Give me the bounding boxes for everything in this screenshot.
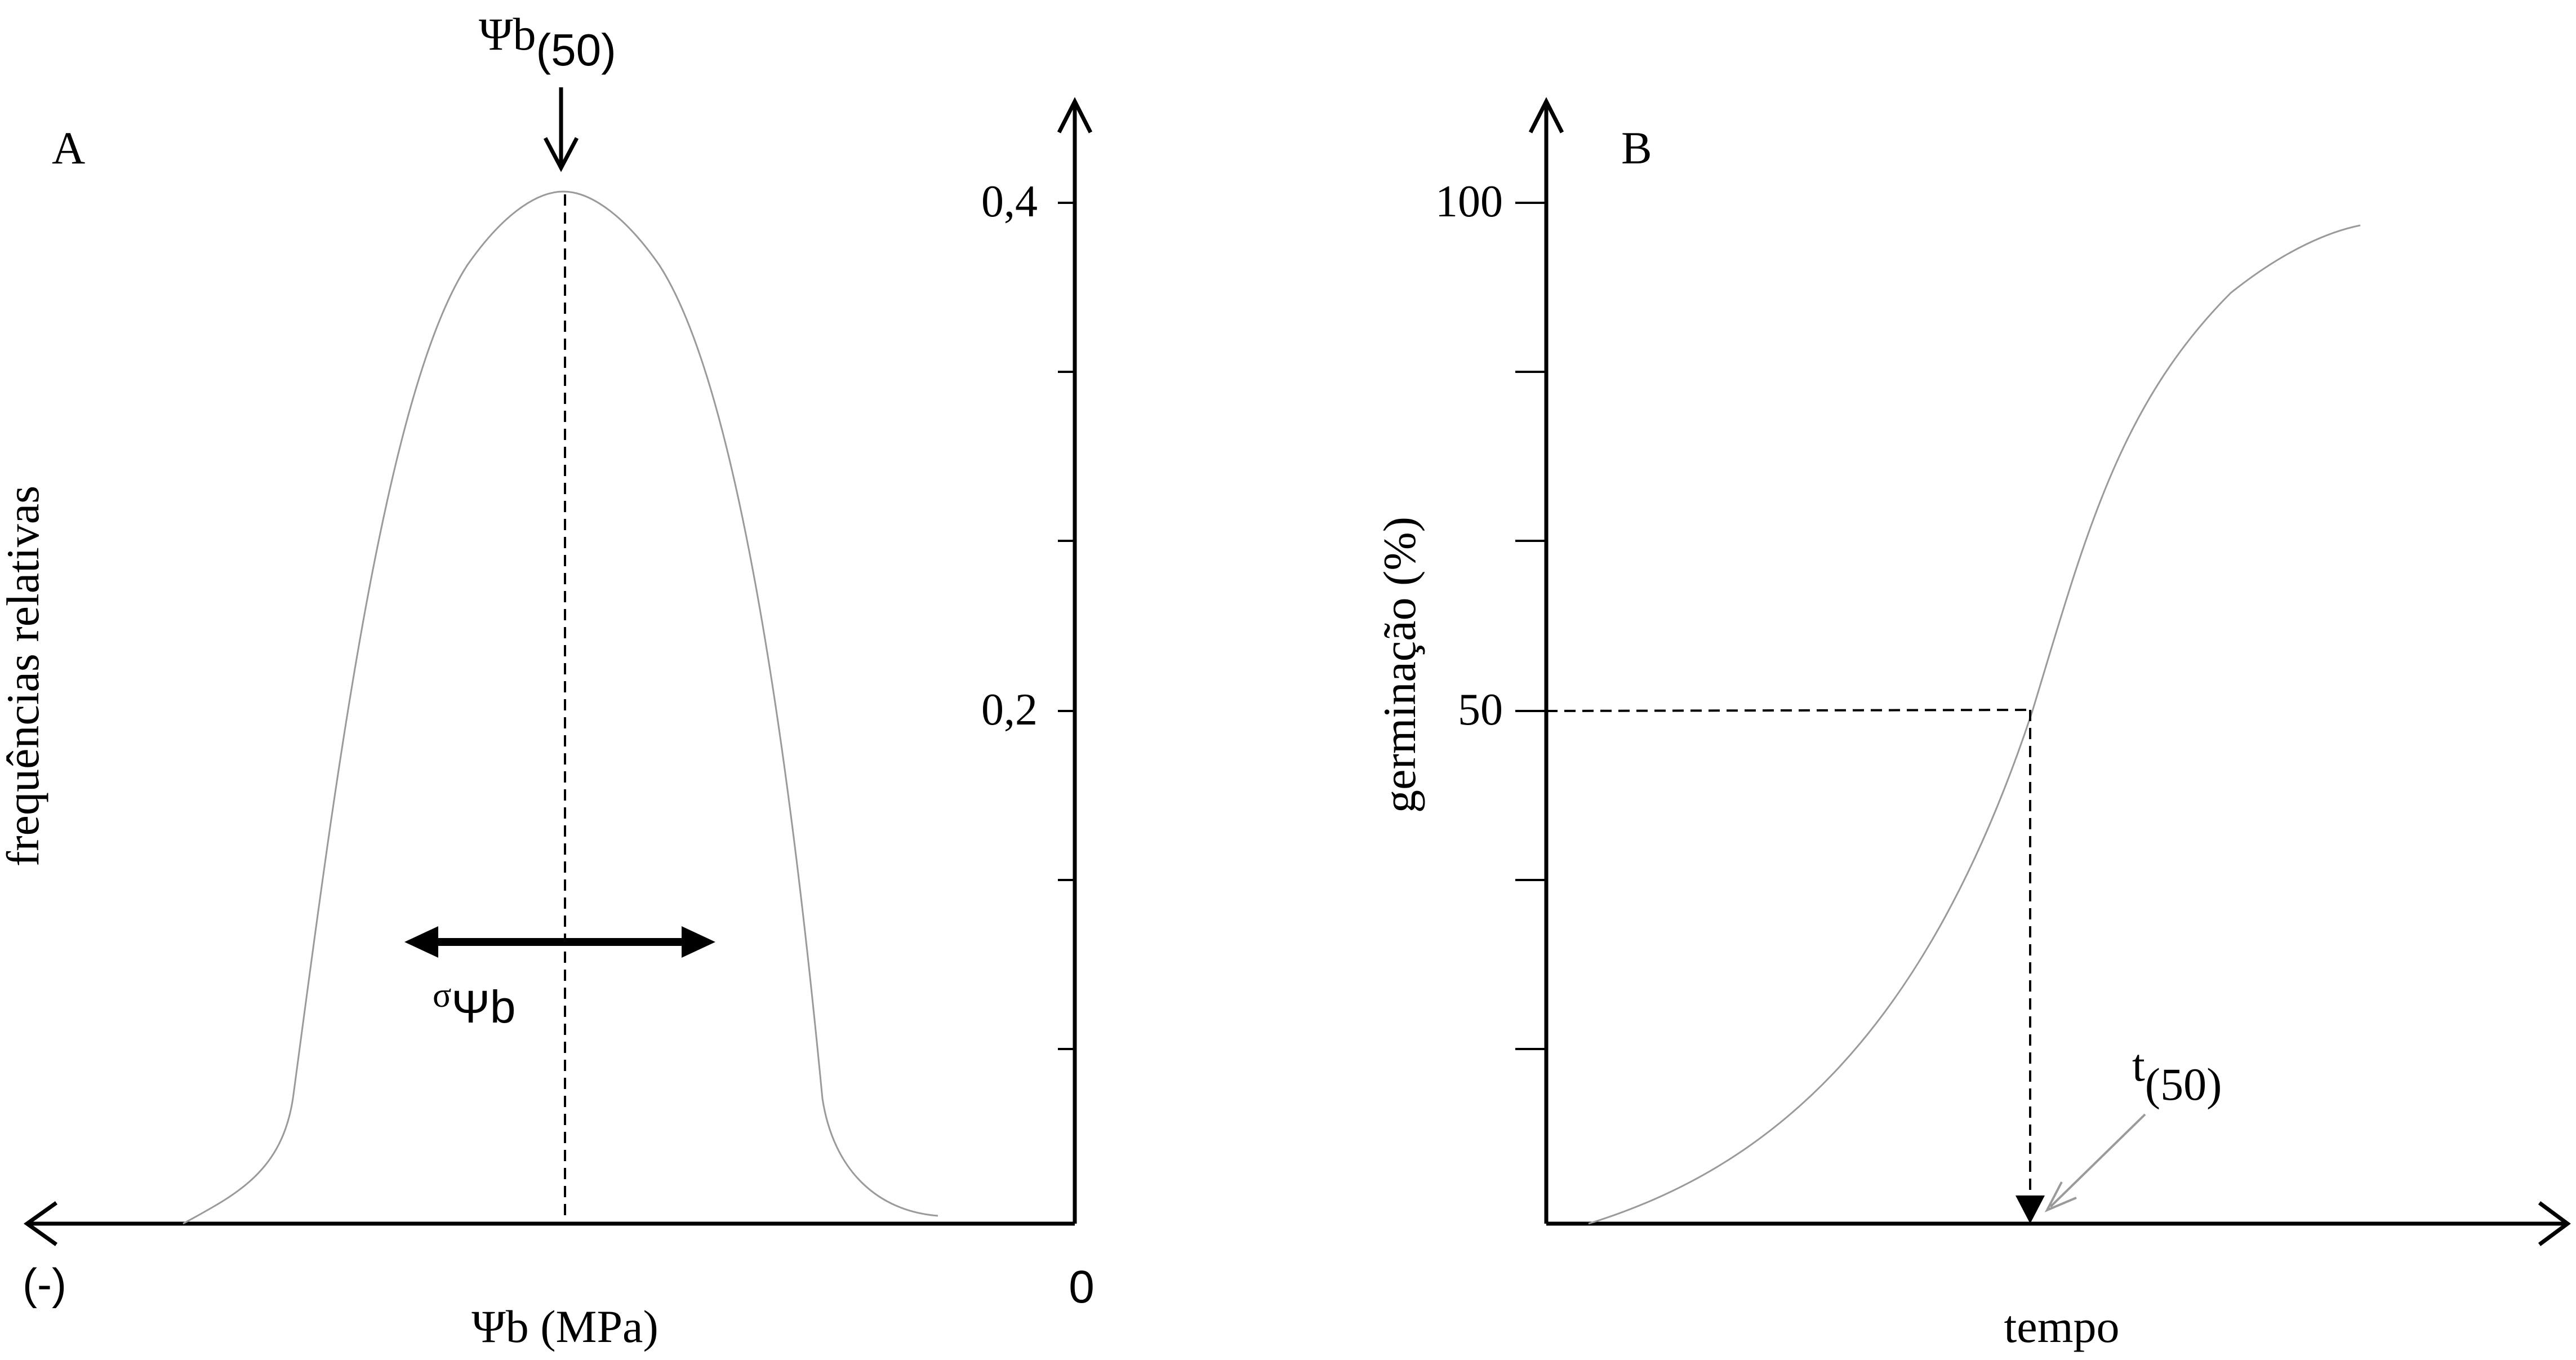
panel-a-label: A [52,122,85,174]
panel-a: A 0,4 0,2 Ψb(50) σΨb [0,8,1095,1352]
panel-a-peak-arrow-head [543,137,579,172]
panel-b-t50-arrow-head [2016,1195,2045,1224]
sigma-psi-b-label: σΨb [433,976,516,1033]
panel-a-y-tick-label: 0,2 [981,685,1038,735]
t50-symbol: t [2132,1039,2145,1091]
sigma-double-arrow-right-head [682,926,715,958]
panel-b-50-horizontal-dashed [1546,709,2031,712]
panel-b-x-axis-title: tempo [2004,1301,2120,1352]
panel-a-x-axis-left-arrow [23,1201,58,1246]
panel-a-peak-label: Ψb(50) [479,8,616,75]
sigma-symbol: σ [433,976,451,1015]
panel-a-distribution-curve [183,190,938,1225]
panel-b: B 100 50 t(50) germinação (%) tempo [1374,97,2571,1352]
t50-pointer-arrow [2049,1113,2146,1208]
panel-b-label: B [1621,122,1652,174]
panel-b-x-axis-arrow [2538,1201,2571,1246]
panel-a-x-negative-label: (-) [23,1259,66,1309]
t50-pointer-arrow-head [2044,1181,2077,1213]
panel-b-y-axis-title: germinação (%) [1374,517,1425,813]
panel-a-y-axis-arrow [1057,97,1093,134]
panel-a-y-axis-title: frequências relativas [0,486,48,866]
t50-label: t(50) [2132,1039,2222,1110]
panel-b-y-tick-label: 50 [1458,685,1503,735]
panel-b-germination-curve [1588,224,2361,1225]
panel-a-x-axis-title: Ψb (MPa) [471,1301,659,1352]
psi-b-subscript: (50) [536,25,616,75]
t50-subscript: (50) [2145,1059,2222,1110]
panel-a-x-origin-label: 0 [1069,1261,1095,1313]
panel-a-y-tick-label: 0,4 [981,177,1038,226]
panel-b-y-axis-arrow [1528,97,1564,134]
psi-b-symbol: Ψb [479,8,536,60]
panel-b-y-tick-label: 100 [1435,177,1503,226]
sigma-subscript: Ψb [451,981,515,1033]
sigma-double-arrow-left-head [404,926,438,958]
